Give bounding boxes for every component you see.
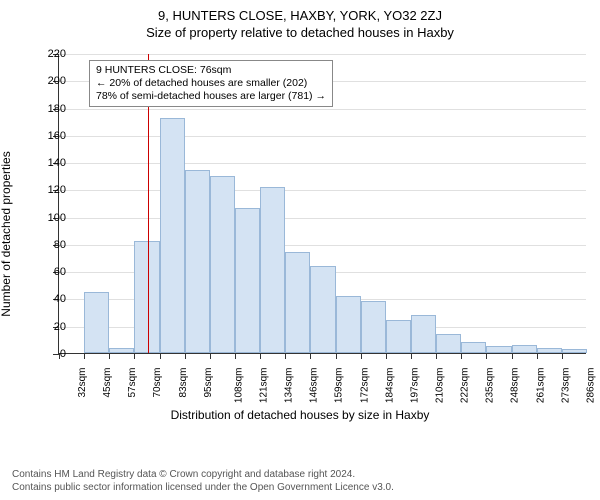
x-tick-label: 210sqm	[435, 368, 446, 404]
histogram-bar	[134, 241, 159, 353]
x-tick	[109, 353, 110, 359]
footer-line2: Contains public sector information licen…	[12, 481, 394, 494]
gridline	[59, 54, 586, 55]
y-tick-label: 160	[42, 130, 66, 142]
x-tick	[411, 353, 412, 359]
histogram-bar	[486, 346, 511, 353]
histogram-bar	[235, 208, 260, 353]
histogram-bar	[512, 345, 537, 353]
x-tick	[285, 353, 286, 359]
plot-area: 9 HUNTERS CLOSE: 76sqm ← 20% of detached…	[58, 54, 586, 354]
histogram-bar	[386, 320, 411, 353]
x-tick-label: 197sqm	[409, 368, 420, 404]
histogram-bar	[562, 349, 587, 353]
histogram-bar	[260, 187, 285, 353]
x-tick-label: 45sqm	[102, 368, 113, 398]
y-tick-label: 100	[42, 212, 66, 224]
y-tick-label: 0	[42, 348, 66, 360]
histogram-bar	[537, 348, 562, 353]
x-axis-label: Distribution of detached houses by size …	[0, 408, 600, 422]
page-title-line1: 9, HUNTERS CLOSE, HAXBY, YORK, YO32 2ZJ	[0, 0, 600, 23]
y-tick-label: 120	[42, 184, 66, 196]
x-tick-label: 222sqm	[460, 368, 471, 404]
x-tick	[134, 353, 135, 359]
x-tick-label: 95sqm	[203, 368, 214, 398]
x-tick-label: 57sqm	[127, 368, 138, 398]
x-tick-label: 184sqm	[384, 368, 395, 404]
x-tick-label: 172sqm	[359, 368, 370, 404]
chart-container: Number of detached properties 9 HUNTERS …	[0, 44, 600, 424]
x-tick	[235, 353, 236, 359]
histogram-bar	[436, 334, 461, 353]
y-tick-label: 60	[42, 266, 66, 278]
x-tick	[386, 353, 387, 359]
y-tick-label: 140	[42, 157, 66, 169]
gridline	[59, 163, 586, 164]
y-tick-label: 20	[42, 321, 66, 333]
y-tick-label: 80	[42, 239, 66, 251]
x-tick-label: 159sqm	[334, 368, 345, 404]
x-tick	[84, 353, 85, 359]
x-tick-label: 121sqm	[259, 368, 270, 404]
gridline	[59, 109, 586, 110]
x-tick-label: 273sqm	[560, 368, 571, 404]
y-axis-label: Number of detached properties	[0, 151, 13, 316]
x-tick	[486, 353, 487, 359]
x-tick-label: 108sqm	[233, 368, 244, 404]
x-tick	[260, 353, 261, 359]
x-tick-label: 83sqm	[178, 368, 189, 398]
histogram-bar	[336, 296, 361, 353]
histogram-bar	[285, 252, 310, 353]
histogram-bar	[185, 170, 210, 353]
histogram-bar	[411, 315, 436, 353]
histogram-bar	[210, 176, 235, 353]
gridline	[59, 136, 586, 137]
x-tick	[336, 353, 337, 359]
x-tick	[537, 353, 538, 359]
x-tick	[160, 353, 161, 359]
y-tick-label: 40	[42, 293, 66, 305]
x-tick	[512, 353, 513, 359]
x-tick-label: 235sqm	[485, 368, 496, 404]
x-tick	[361, 353, 362, 359]
x-tick	[562, 353, 563, 359]
annotation-line2: ← 20% of detached houses are smaller (20…	[96, 77, 326, 90]
x-tick	[436, 353, 437, 359]
x-tick-label: 32sqm	[77, 368, 88, 398]
y-tick-label: 180	[42, 103, 66, 115]
page-title-line2: Size of property relative to detached ho…	[0, 23, 600, 44]
annotation-line1: 9 HUNTERS CLOSE: 76sqm	[96, 64, 326, 77]
y-tick-label: 220	[42, 48, 66, 60]
footer-line1: Contains HM Land Registry data © Crown c…	[12, 468, 394, 481]
annotation-box: 9 HUNTERS CLOSE: 76sqm ← 20% of detached…	[89, 60, 333, 107]
histogram-bar	[109, 348, 134, 353]
gridline	[59, 218, 586, 219]
x-tick	[461, 353, 462, 359]
x-tick-label: 146sqm	[309, 368, 320, 404]
histogram-bar	[461, 342, 486, 353]
x-tick	[310, 353, 311, 359]
x-tick-label: 286sqm	[585, 368, 596, 404]
y-tick-label: 200	[42, 75, 66, 87]
histogram-bar	[84, 292, 109, 353]
x-tick	[185, 353, 186, 359]
annotation-line3: 78% of semi-detached houses are larger (…	[96, 90, 326, 103]
gridline	[59, 190, 586, 191]
x-tick-label: 261sqm	[535, 368, 546, 404]
x-tick-label: 248sqm	[510, 368, 521, 404]
histogram-bar	[160, 118, 185, 353]
x-tick-label: 70sqm	[152, 368, 163, 398]
histogram-bar	[361, 301, 386, 353]
histogram-bar	[310, 266, 335, 353]
x-tick-label: 134sqm	[284, 368, 295, 404]
x-tick	[210, 353, 211, 359]
footer-attribution: Contains HM Land Registry data © Crown c…	[12, 468, 394, 494]
